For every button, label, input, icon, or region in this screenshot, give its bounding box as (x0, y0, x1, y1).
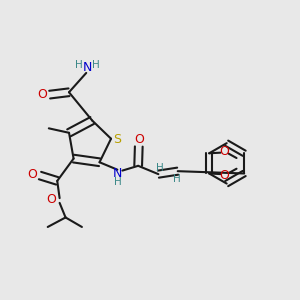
Text: O: O (219, 169, 229, 182)
Text: O: O (28, 168, 38, 181)
Text: O: O (46, 193, 56, 206)
Text: O: O (134, 134, 144, 146)
Text: H: H (173, 174, 181, 184)
Text: H: H (114, 178, 122, 188)
Text: O: O (219, 145, 229, 158)
Text: N: N (82, 61, 92, 74)
Text: H: H (92, 60, 100, 70)
Text: H: H (75, 60, 83, 70)
Text: N: N (113, 167, 122, 180)
Text: O: O (37, 88, 47, 100)
Text: S: S (114, 134, 122, 146)
Text: H: H (156, 163, 164, 172)
